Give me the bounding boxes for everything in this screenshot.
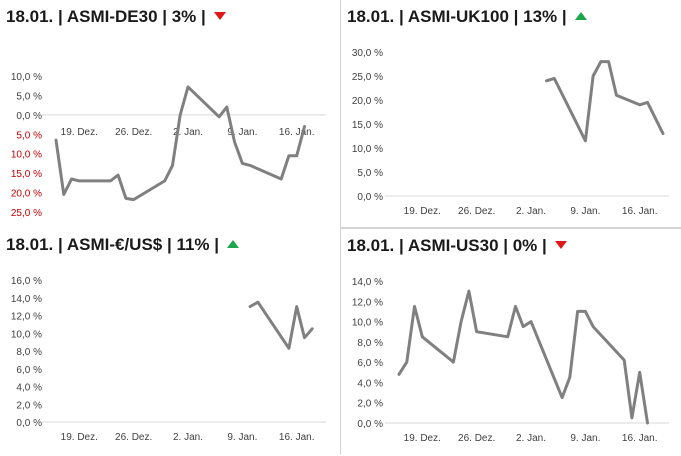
x-tick-label: 26. Dez.: [115, 432, 152, 443]
y-tick-label: 10,0 %: [11, 72, 42, 83]
x-tick-label: 9. Jan.: [227, 432, 257, 443]
x-tick-label: 9. Jan.: [570, 433, 600, 444]
y-tick-label: 15,0 %: [352, 120, 383, 131]
x-tick-label: 26. Dez.: [458, 433, 495, 444]
series-line: [250, 302, 312, 348]
x-tick-label: 26. Dez.: [115, 127, 152, 138]
y-tick-label: 20,0 %: [352, 96, 383, 107]
y-tick-label: 5,0 %: [16, 130, 42, 141]
chart-panel-asmi-uk100: 18.01. | ASMI-UK100 | 13% | 30,0 %25,0 %…: [340, 0, 681, 228]
y-tick-label: 14,0 %: [11, 294, 42, 305]
x-tick-label: 19. Dez.: [404, 433, 441, 444]
series-line: [399, 291, 648, 423]
y-tick-label: 10,0 %: [352, 144, 383, 155]
x-tick-label: 19. Dez.: [61, 432, 98, 443]
y-tick-label: 6,0 %: [16, 365, 42, 376]
x-tick-label: 19. Dez.: [61, 127, 98, 138]
y-tick-label: 10,0 %: [11, 329, 42, 340]
y-tick-label: 8,0 %: [16, 347, 42, 358]
y-tick-label: 0,0 %: [16, 111, 42, 122]
y-tick-label: 25,0 %: [11, 208, 42, 219]
y-tick-label: 4,0 %: [16, 383, 42, 394]
y-tick-label: 5,0 %: [357, 168, 383, 179]
chart-plot: 10,0 % 5,0 % 0,0 % 5,0 % 10,0 % 15,0 % 20,0 % 2…: [0, 0, 340, 228]
x-tick-label: 9. Jan.: [570, 206, 600, 217]
y-tick-label: 15,0 %: [11, 169, 42, 180]
y-tick-label: 14,0 %: [352, 277, 383, 288]
y-tick-label: 12,0 %: [11, 312, 42, 323]
y-tick-label: 5,0 %: [16, 91, 42, 102]
y-tick-label: 12,0 %: [352, 297, 383, 308]
chart-plot: 30,0 % 25,0 % 20,0 % 15,0 % 10,0 % 5,0 % 0,0 %…: [341, 0, 681, 228]
chart-panel-asmi-eur-usd: 18.01. | ASMI-€/US$ | 11% | 16,0 %14,0 %…: [0, 228, 340, 455]
y-tick-label: 30,0 %: [352, 48, 383, 59]
x-tick-label: 2. Jan.: [516, 206, 546, 217]
series-line: [547, 62, 664, 141]
x-tick-label: 19. Dez.: [404, 206, 441, 217]
x-tick-label: 2. Jan.: [516, 433, 546, 444]
series-line: [56, 87, 305, 200]
x-tick-label: 26. Dez.: [458, 206, 495, 217]
y-tick-label: 8,0 %: [357, 338, 383, 349]
x-tick-label: 16. Jan.: [622, 433, 658, 444]
y-tick-label: 16,0 %: [11, 276, 42, 287]
y-tick-label: 6,0 %: [357, 358, 383, 369]
y-tick-label: 10,0 %: [11, 150, 42, 161]
chart-panel-asmi-de30: 18.01. | ASMI-DE30 | 3% | 10,0 %5,0 %0,0…: [0, 0, 340, 228]
y-tick-label: 2,0 %: [16, 400, 42, 411]
y-tick-label: 20,0 %: [11, 189, 42, 200]
y-tick-label: 4,0 %: [357, 378, 383, 389]
x-tick-label: 16. Jan.: [622, 206, 658, 217]
y-tick-label: 0,0 %: [16, 418, 42, 429]
y-tick-label: 10,0 %: [352, 318, 383, 329]
x-tick-label: 16. Jan.: [279, 127, 315, 138]
chart-plot: 14,0 % 12,0 % 10,0 % 8,0 % 6,0 % 4,0 % 2,0 % 0,…: [341, 229, 681, 456]
y-tick-label: 25,0 %: [352, 72, 383, 83]
x-tick-label: 2. Jan.: [173, 432, 203, 443]
chart-plot: 16,0 % 14,0 % 12,0 % 10,0 % 8,0 % 6,0 % 4,0 % 2…: [0, 228, 340, 455]
x-tick-label: 16. Jan.: [279, 432, 315, 443]
y-tick-label: 2,0 %: [357, 399, 383, 410]
chart-panel-asmi-us30: 18.01. | ASMI-US30 | 0% | 14,0 %12,0 %10…: [340, 228, 681, 455]
y-tick-label: 0,0 %: [357, 192, 383, 203]
y-tick-label: 0,0 %: [357, 419, 383, 430]
